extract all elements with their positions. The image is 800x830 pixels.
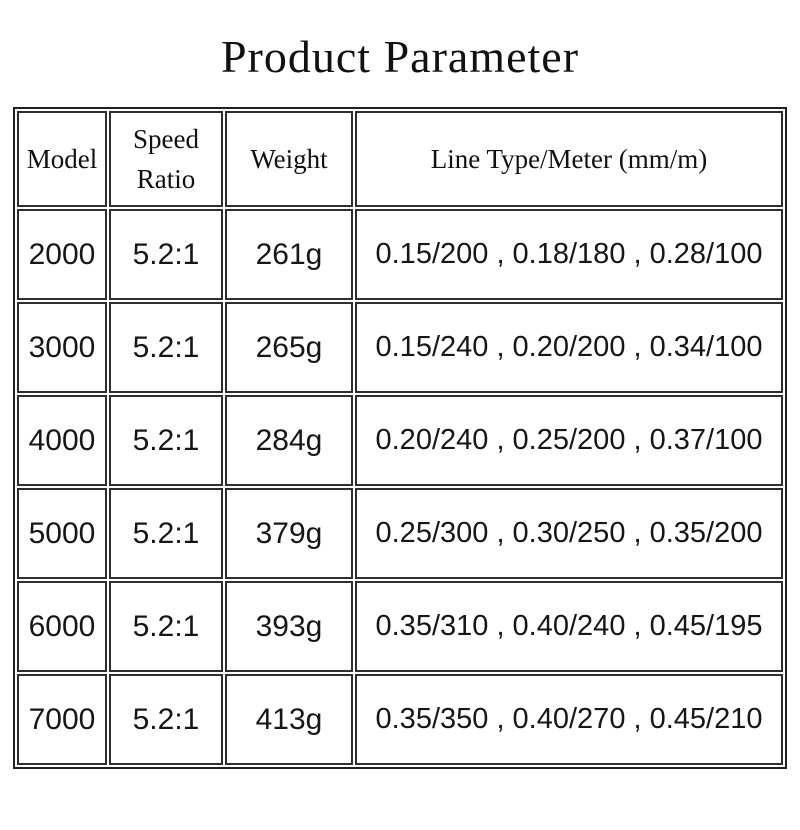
cell-line-type: 0.15/240 , 0.20/200 , 0.34/100 — [355, 302, 783, 393]
header-row: Model Speed Ratio Weight Line Type/Meter… — [17, 111, 783, 207]
cell-model: 3000 — [17, 302, 107, 393]
cell-weight: 265g — [225, 302, 353, 393]
cell-speed-ratio: 5.2:1 — [109, 674, 223, 765]
table-row: 4000 5.2:1 284g 0.20/240 , 0.25/200 , 0.… — [17, 395, 783, 486]
cell-speed-ratio: 5.2:1 — [109, 209, 223, 300]
table-row: 6000 5.2:1 393g 0.35/310 , 0.40/240 , 0.… — [17, 581, 783, 672]
cell-weight: 284g — [225, 395, 353, 486]
cell-line-type: 0.35/350 , 0.40/270 , 0.45/210 — [355, 674, 783, 765]
table-row: 5000 5.2:1 379g 0.25/300 , 0.30/250 , 0.… — [17, 488, 783, 579]
cell-line-type: 0.25/300 , 0.30/250 , 0.35/200 — [355, 488, 783, 579]
cell-speed-ratio: 5.2:1 — [109, 302, 223, 393]
cell-model: 6000 — [17, 581, 107, 672]
table-row: 3000 5.2:1 265g 0.15/240 , 0.20/200 , 0.… — [17, 302, 783, 393]
cell-weight: 393g — [225, 581, 353, 672]
cell-speed-ratio: 5.2:1 — [109, 395, 223, 486]
product-parameter-table: Model Speed Ratio Weight Line Type/Meter… — [13, 107, 787, 769]
cell-model: 2000 — [17, 209, 107, 300]
cell-weight: 413g — [225, 674, 353, 765]
cell-model: 7000 — [17, 674, 107, 765]
cell-line-type: 0.20/240 , 0.25/200 , 0.37/100 — [355, 395, 783, 486]
cell-line-type: 0.35/310 , 0.40/240 , 0.45/195 — [355, 581, 783, 672]
cell-model: 4000 — [17, 395, 107, 486]
table-row: 2000 5.2:1 261g 0.15/200 , 0.18/180 , 0.… — [17, 209, 783, 300]
header-weight: Weight — [225, 111, 353, 207]
page-title: Product Parameter — [220, 31, 580, 82]
cell-speed-ratio: 5.2:1 — [109, 581, 223, 672]
cell-model: 5000 — [17, 488, 107, 579]
header-speed-ratio: Speed Ratio — [109, 111, 223, 207]
cell-weight: 379g — [225, 488, 353, 579]
header-line-type: Line Type/Meter (mm/m) — [355, 111, 783, 207]
table-row: 7000 5.2:1 413g 0.35/350 , 0.40/270 , 0.… — [17, 674, 783, 765]
cell-weight: 261g — [225, 209, 353, 300]
cell-line-type: 0.15/200 , 0.18/180 , 0.28/100 — [355, 209, 783, 300]
header-model: Model — [17, 111, 107, 207]
cell-speed-ratio: 5.2:1 — [109, 488, 223, 579]
